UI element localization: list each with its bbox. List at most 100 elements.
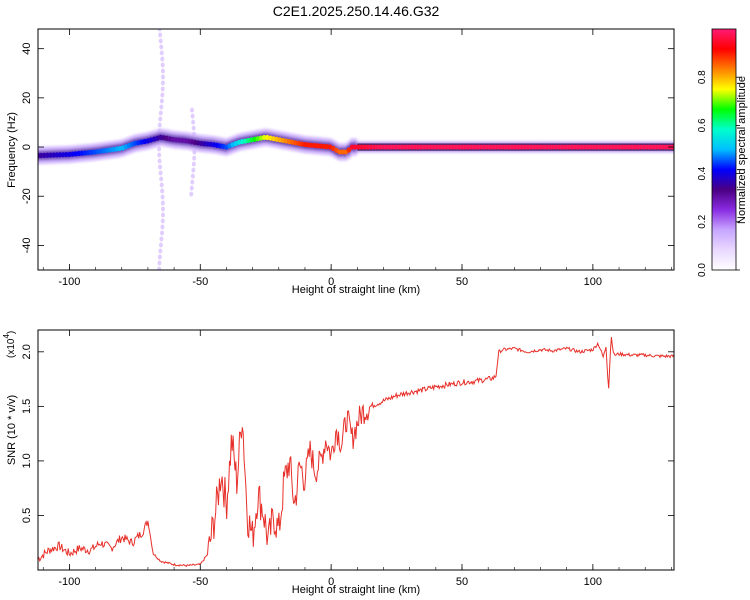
spectrogram-core-cell: [472, 144, 477, 150]
snr-x-tick-label: 100: [584, 576, 602, 588]
spectrogram-core-cell: [632, 144, 637, 150]
snr-x-tick-label: -50: [192, 576, 208, 588]
spectrogram-core-cell: [544, 144, 549, 150]
spectrogram-core-cell: [396, 144, 402, 150]
spectrogram-core-cell: [428, 144, 433, 150]
spectrogram-core-cell: [563, 144, 568, 150]
spectrogram-core-cell: [484, 144, 490, 150]
spectrogram-core-cell: [431, 144, 436, 150]
spectrogram-core-cell: [337, 149, 342, 155]
spectrogram-artifact: [158, 164, 163, 170]
spectrogram-artifact: [157, 152, 162, 158]
spectrogram-y-tick-label: -40: [21, 237, 33, 253]
spectrogram-core-cell: [572, 144, 578, 150]
spectrogram-core-cell: [579, 144, 584, 150]
spectrogram-artifact: [159, 98, 164, 104]
spectrogram-core-cell: [368, 144, 374, 150]
spectrogram-core-cell: [513, 144, 518, 150]
spectrogram-core-cell: [434, 144, 440, 150]
spectrogram-core-cell: [340, 149, 345, 155]
spectrogram-core-cell: [393, 144, 399, 150]
spectrogram-core-cell: [475, 144, 480, 150]
colorbar-tick-label: 0.8: [697, 70, 708, 84]
spectrogram-artifact: [159, 44, 164, 50]
snr-frame: [37, 329, 675, 571]
spectrogram-core-cell: [494, 144, 499, 150]
spectrogram-core-cell: [412, 144, 418, 150]
spectrogram-core-cell: [349, 144, 355, 150]
spectrogram-core-cell: [616, 144, 622, 150]
spectrogram-core-cell: [651, 144, 656, 150]
spectrogram-core-cell: [629, 144, 634, 150]
spectrogram-core-cell: [418, 144, 424, 150]
spectrogram-core-cell: [406, 144, 411, 150]
spectrogram-core-cell: [516, 144, 521, 150]
spectrogram-core-cell: [318, 143, 323, 149]
snr-y-tick-label: 1.0: [21, 453, 33, 468]
spectrogram-core-cell: [604, 144, 609, 150]
spectrogram-core-cell: [660, 144, 666, 150]
spectrogram-core-cell: [569, 144, 575, 150]
spectrogram-x-tick-label: 50: [456, 276, 468, 288]
spectrogram-artifact: [159, 176, 164, 182]
spectrogram-artifact: [190, 173, 195, 179]
spectrogram-core-cell: [64, 151, 69, 158]
spectrogram-core-cell: [390, 144, 396, 150]
colorbar-ticks: 0.0 0.2 0.4 0.6 0.8: [697, 70, 740, 277]
spectrogram-artifact: [191, 161, 196, 167]
spectrogram-core-cell: [177, 137, 182, 143]
spectrogram-artifact: [160, 212, 165, 218]
spectrogram-artifact: [160, 188, 165, 194]
colorbar-scale: [711, 28, 737, 271]
spectrogram-core-cell: [51, 152, 56, 158]
spectrogram-core-cell: [409, 144, 414, 150]
spectrogram-artifact: [158, 170, 163, 176]
spectrogram-core-cell: [588, 144, 593, 150]
spectrogram-core-cell: [180, 137, 185, 144]
spectrogram-x-label: Height of straight line (km): [292, 284, 420, 296]
spectrogram-artifact: [158, 110, 163, 116]
spectrogram-core-cell: [82, 150, 88, 156]
snr-y-tick-label: 2.0: [21, 344, 33, 359]
figure-title: C2E1.2025.250.14.46.G32: [273, 3, 440, 19]
spectrogram-core-cell: [362, 144, 367, 150]
spectrogram-core-cell: [532, 144, 537, 150]
snr-y-tick-label: 1.5: [21, 399, 33, 414]
spectrogram-artifact: [157, 122, 162, 128]
spectrogram-core-cell: [469, 144, 474, 150]
spectrogram-core: [38, 134, 674, 159]
spectrogram-core-cell: [506, 144, 512, 150]
spectrogram-core-cell: [371, 144, 377, 150]
spectrogram-artifact: [160, 68, 165, 74]
spectrogram-artifact: [158, 242, 163, 248]
spectrogram-core-cell: [635, 144, 641, 150]
spectrogram-core-cell: [76, 150, 82, 157]
spectrogram-core-cell: [48, 152, 53, 158]
spectrogram-x-tick-label: -50: [192, 276, 208, 288]
spectrogram-core-cell: [199, 140, 204, 147]
spectrogram-artifact: [160, 62, 165, 68]
spectrogram-core-cell: [528, 144, 534, 150]
spectrogram-x-tick-label: 0: [328, 276, 334, 288]
spectrogram-frame: [37, 28, 675, 271]
spectrogram-artifact: [157, 158, 162, 164]
spectrogram-y-tick-label: 20: [21, 92, 33, 104]
snr-x-tick-label: -100: [58, 576, 80, 588]
colorbar-label: Normalized spectral amplitude: [736, 76, 748, 224]
snr-y-multiplier: (x104): [2, 331, 17, 358]
spectrogram-core-cell: [403, 144, 408, 150]
spectrogram-core-cell: [173, 137, 179, 143]
spectrogram-core-cell: [491, 144, 496, 150]
spectrogram-artifact: [160, 80, 165, 86]
spectrogram-artifact: [159, 182, 164, 188]
spectrogram-artifact: [157, 29, 162, 32]
spectrogram-core-cell: [641, 144, 647, 150]
spectrogram-x-tick-label: 100: [584, 276, 602, 288]
spectrogram-artifact: [159, 236, 164, 242]
spectrogram-core-cell: [510, 144, 515, 150]
spectrogram-artifact: [160, 56, 165, 62]
spectrogram-artifact: [160, 200, 165, 206]
spectrogram-artifact: [160, 218, 165, 224]
spectrogram-core-cell: [547, 144, 553, 150]
spectrogram-artifact: [160, 224, 165, 230]
